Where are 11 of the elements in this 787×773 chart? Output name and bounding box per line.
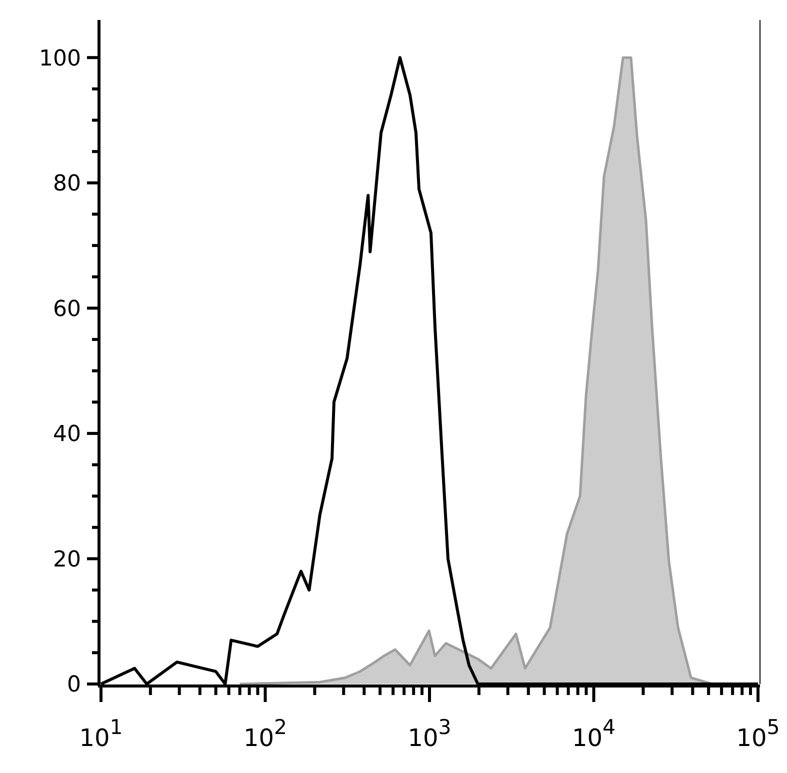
y-tick-label: 0 — [67, 672, 81, 698]
x-tick-label: 10$^{1}$ — [79, 715, 123, 752]
y-tick-label: 60 — [53, 296, 81, 322]
y-tick-label: 80 — [53, 172, 81, 197]
x-tick-label: 10$^{5}$ — [736, 715, 780, 752]
x-tick-label: 10$^{3}$ — [408, 715, 452, 752]
x-tick-label: 10$^{4}$ — [572, 715, 616, 752]
y-tick-label: 20 — [53, 547, 81, 572]
y-tick-label: 100 — [39, 46, 81, 72]
y-tick-label: 40 — [53, 422, 81, 448]
x-tick-label: 10$^{2}$ — [243, 715, 288, 752]
